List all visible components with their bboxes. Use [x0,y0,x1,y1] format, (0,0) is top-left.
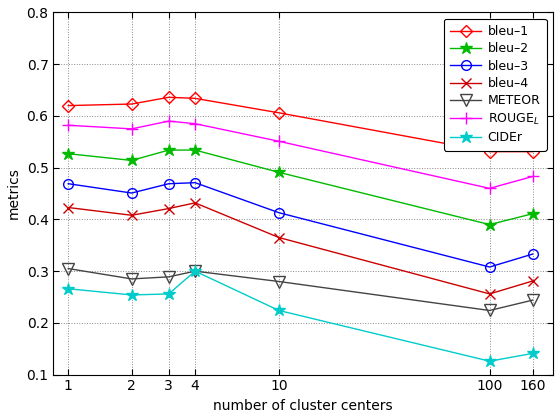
bleu–3 [128,191,135,196]
bleu–1 [192,96,198,101]
METEOR [165,274,172,279]
bleu–4 [65,205,72,210]
bleu–4 [276,235,282,240]
ROUGE$_L$ [165,118,172,123]
Y-axis label: metrics: metrics [7,168,21,220]
METEOR [192,269,198,274]
CIDEr [165,291,172,297]
METEOR [529,298,536,303]
Line: METEOR: METEOR [63,263,538,316]
X-axis label: number of cluster centers: number of cluster centers [213,399,393,413]
CIDEr [529,351,536,356]
CIDEr [128,292,135,297]
bleu–1 [128,102,135,107]
Line: ROUGE$_L$: ROUGE$_L$ [62,115,539,194]
bleu–1 [486,149,493,154]
ROUGE$_L$ [65,123,72,128]
bleu–4 [192,200,198,205]
METEOR [276,279,282,284]
Line: bleu–4: bleu–4 [63,198,538,299]
bleu–1 [276,110,282,116]
bleu–3 [276,210,282,215]
bleu–3 [65,181,72,186]
bleu–4 [529,278,536,284]
METEOR [128,276,135,281]
bleu–3 [486,265,493,270]
METEOR [65,266,72,271]
Line: bleu–1: bleu–1 [64,93,537,156]
bleu–2 [486,222,493,227]
bleu–2 [65,151,72,156]
bleu–1 [165,95,172,100]
bleu–2 [192,147,198,152]
ROUGE$_L$ [192,121,198,126]
bleu–4 [128,213,135,218]
Line: bleu–3: bleu–3 [63,178,538,272]
bleu–4 [486,291,493,297]
bleu–2 [128,158,135,163]
CIDEr [192,269,198,274]
ROUGE$_L$ [486,186,493,191]
bleu–3 [165,181,172,186]
bleu–1 [65,103,72,108]
CIDEr [276,308,282,313]
bleu–2 [165,147,172,152]
ROUGE$_L$ [276,139,282,144]
bleu–3 [529,252,536,257]
METEOR [486,308,493,313]
bleu–3 [192,180,198,185]
bleu–4 [165,206,172,211]
ROUGE$_L$ [128,126,135,131]
CIDEr [486,359,493,364]
Line: bleu–2: bleu–2 [62,144,539,231]
bleu–1 [529,149,536,154]
Line: CIDEr: CIDEr [62,265,539,368]
ROUGE$_L$ [529,174,536,179]
Legend: bleu–1, bleu–2, bleu–3, bleu–4, METEOR, ROUGE$_L$, CIDEr: bleu–1, bleu–2, bleu–3, bleu–4, METEOR, … [444,19,547,150]
bleu–2 [529,211,536,216]
CIDEr [65,286,72,291]
bleu–2 [276,170,282,175]
